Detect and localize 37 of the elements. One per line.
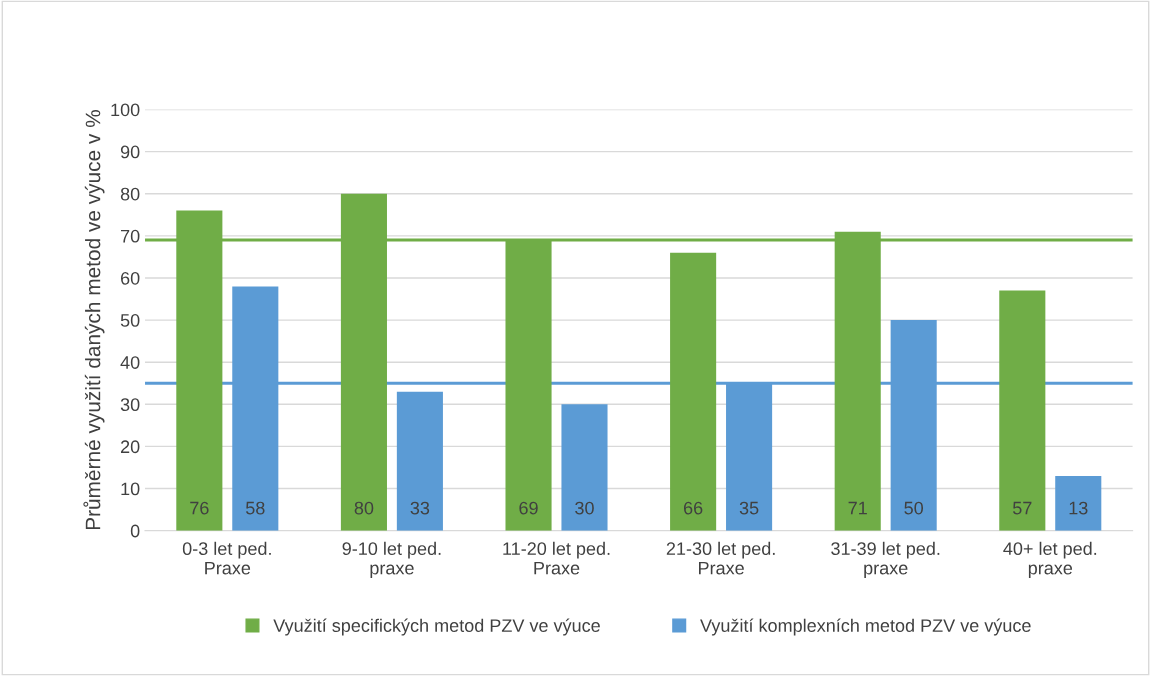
data-label: 76 bbox=[190, 501, 209, 515]
x-tick-label: 9-10 let ped. praxe bbox=[342, 541, 441, 579]
bar bbox=[561, 404, 608, 531]
y-tick-label: 10 bbox=[121, 482, 140, 496]
y-tick-label: 0 bbox=[130, 524, 140, 538]
data-label: 80 bbox=[354, 501, 374, 515]
x-tick-label: 11-20 let ped. Praxe bbox=[503, 541, 610, 575]
y-tick-label: 60 bbox=[121, 271, 140, 285]
data-label: 35 bbox=[739, 501, 759, 515]
bar bbox=[396, 391, 443, 531]
bar bbox=[670, 252, 717, 531]
x-tick-label: 21-30 let ped. Praxe bbox=[666, 541, 775, 575]
legend-label: Využití specifických metod PZV ve výuce bbox=[273, 618, 600, 636]
y-tick-label: 90 bbox=[120, 145, 140, 159]
y-tick-label: 30 bbox=[120, 398, 140, 412]
data-label: 58 bbox=[245, 501, 265, 515]
data-label: 66 bbox=[684, 501, 703, 515]
y-tick-label: 40 bbox=[120, 356, 140, 369]
x-tick-label: 31-39 let ped. praxe bbox=[831, 541, 940, 579]
x-tick-label: 40+ let ped. praxe bbox=[1003, 541, 1097, 579]
data-label: 13 bbox=[1069, 501, 1088, 515]
data-label: 30 bbox=[575, 501, 594, 515]
data-label: 71 bbox=[848, 501, 867, 515]
y-axis-title: Průměrné využití daných metod ve výuce v % bbox=[83, 110, 105, 530]
bar bbox=[999, 290, 1046, 531]
y-tick-label: 20 bbox=[120, 440, 140, 454]
data-label: 50 bbox=[904, 501, 924, 515]
data-label: 33 bbox=[410, 501, 430, 515]
legend-label: Využití komplexních metod PZV ve výuce bbox=[700, 618, 1031, 636]
x-tick-label: 0-3 let ped. Praxe bbox=[182, 541, 271, 575]
y-tick-label: 70 bbox=[121, 229, 140, 243]
data-label: 69 bbox=[519, 501, 538, 515]
y-tick-label: 100 bbox=[111, 103, 140, 117]
data-label: 57 bbox=[1012, 501, 1032, 515]
bar bbox=[1055, 475, 1102, 531]
y-tick-label: 80 bbox=[120, 187, 140, 201]
y-tick-label: 50 bbox=[120, 314, 140, 327]
